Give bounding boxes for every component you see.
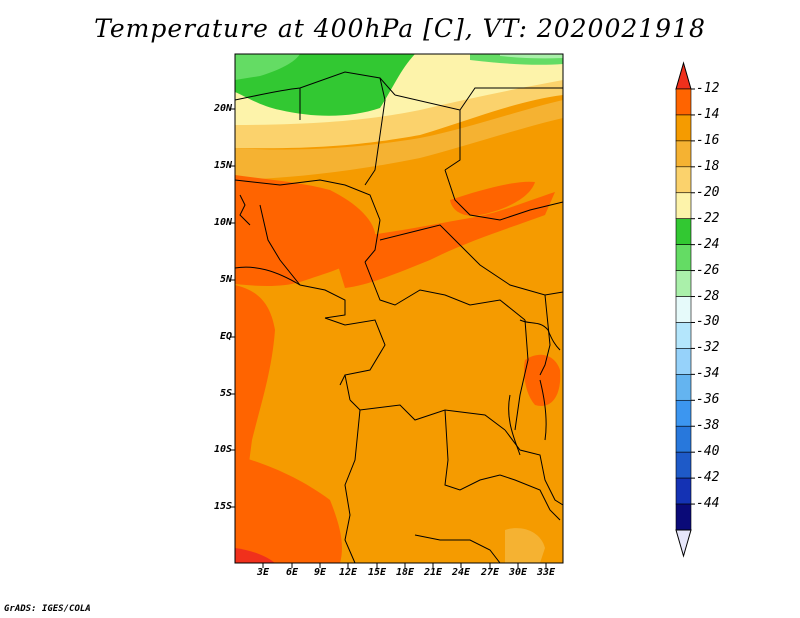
hot-spot-sw <box>235 548 275 563</box>
lon-label-3e: 3E <box>256 567 270 578</box>
lon-label-27e: 27E <box>480 567 500 578</box>
colorbar-label: -30 <box>696 314 720 330</box>
lon-label-30e: 30E <box>508 567 528 578</box>
credit-label: GrADS: IGES/COLA <box>4 604 91 614</box>
lon-label-18e: 18E <box>395 567 415 578</box>
band-southeast <box>505 528 545 563</box>
colorbar-label: -26 <box>696 262 720 278</box>
lon-label-33e: 33E <box>536 567 556 578</box>
colorbar-label: -22 <box>696 210 720 226</box>
colorbar-box <box>675 296 692 323</box>
map-title: Temperature at 400hPa [C], VT: 202002191… <box>94 14 706 43</box>
colorbar-label: -34 <box>696 366 720 382</box>
lat-label-15s: 15S <box>213 501 232 512</box>
lon-label-24e: 24E <box>451 567 471 578</box>
lon-label-9e: 9E <box>313 567 327 578</box>
colorbar-box <box>675 192 692 220</box>
warm-central <box>330 192 555 288</box>
lat-label-10n: 10N <box>213 217 232 228</box>
colorbar-box <box>675 114 692 142</box>
lat-label-10s: 10S <box>213 444 232 455</box>
colorbar-box <box>675 166 692 194</box>
lon-label-21e: 21E <box>423 567 443 578</box>
band-lightgreen <box>235 54 300 80</box>
lat-label-20n: 20N <box>213 103 232 114</box>
country-borders <box>234 71 564 564</box>
colorbar-label: -18 <box>696 158 720 174</box>
colorbar-label: -36 <box>696 392 720 408</box>
colorbar-label: -16 <box>696 132 720 148</box>
lat-label-5n: 5N <box>219 274 232 285</box>
colorbar-label: -40 <box>696 444 720 460</box>
colorbar-box <box>675 322 692 349</box>
colorbar-box <box>675 140 692 168</box>
map-frame <box>234 53 564 564</box>
colorbar-box <box>675 451 692 479</box>
colorbar-label: -20 <box>696 184 720 200</box>
colorbar-label: -28 <box>696 288 720 304</box>
lon-label-15e: 15E <box>367 567 387 578</box>
colorbar-label: -12 <box>696 81 720 96</box>
colorbar-label: -24 <box>696 236 720 252</box>
colorbar-label: -32 <box>696 340 720 356</box>
colorbar-box <box>675 348 692 375</box>
warm-southwest <box>235 455 342 563</box>
colorbar-box <box>675 503 692 531</box>
colorbar-box <box>675 374 692 401</box>
band-green <box>235 54 415 116</box>
colorbar-box <box>675 477 692 505</box>
band-lightorange <box>235 100 563 180</box>
colorbar-box <box>675 425 692 453</box>
lat-label-15n: 15N <box>213 160 232 171</box>
lat-label-eq: EQ <box>219 331 232 342</box>
colorbar-label: -42 <box>696 470 720 486</box>
colorbar-cap-bottom <box>675 529 692 558</box>
band-aqua-ne <box>500 54 563 59</box>
lat-label-5s: 5S <box>219 388 232 399</box>
colorbar-box <box>675 244 692 271</box>
lon-label-12e: 12E <box>338 567 358 578</box>
colorbar-box <box>675 88 692 116</box>
colorbar-label: -38 <box>696 418 720 434</box>
lon-label-6e: 6E <box>285 567 299 578</box>
warm-east <box>450 181 535 216</box>
colorbar-label: -44 <box>696 496 720 512</box>
axis-ticks <box>230 108 547 568</box>
warm-lakes <box>524 354 561 406</box>
colorbar-box <box>675 270 692 297</box>
colorbar-box <box>675 218 692 245</box>
colorbar-label: -14 <box>696 106 720 122</box>
colorbar-cap-top <box>675 61 692 90</box>
colorbar-box <box>675 399 692 427</box>
